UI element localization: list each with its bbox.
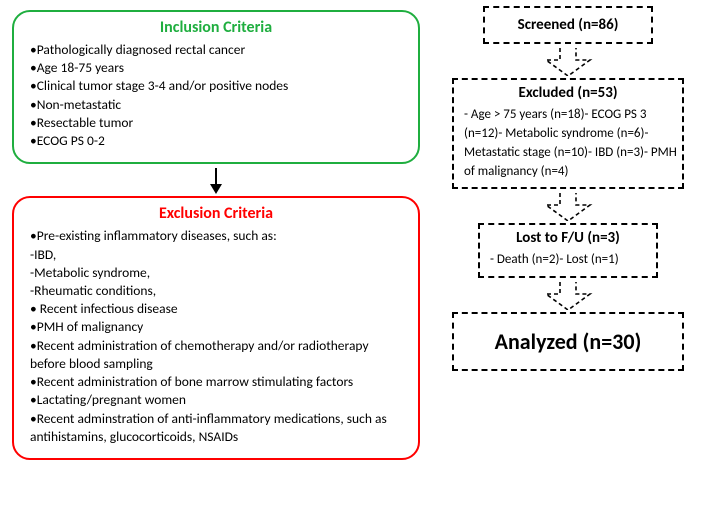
lost-title: Lost to F/U (n=3) — [480, 225, 656, 247]
excluded-title: Excluded (n=53) — [454, 80, 682, 102]
list-item: • Recent infectious disease — [30, 300, 404, 318]
list-item: - Lost (n=1) — [559, 252, 618, 267]
list-item: •Resectable tumor — [30, 114, 404, 132]
inclusion-list: •Pathologically diagnosed rectal cancer•… — [28, 41, 404, 150]
flowchart-column: Screened (n=86) Excluded (n=53) - Age > … — [440, 6, 696, 371]
list-item: •Recent adminstration of anti-inflammato… — [30, 410, 404, 446]
open-arrow-icon — [538, 191, 598, 221]
list-item: •PMH of malignancy — [30, 318, 404, 336]
list-item: -Metabolic syndrome, — [30, 264, 404, 282]
list-item: -IBD, — [30, 246, 404, 264]
inclusion-criteria-box: Inclusion Criteria •Pathologically diagn… — [12, 10, 420, 164]
list-item: - Metabolic syndrome (n=6) — [498, 126, 644, 141]
inclusion-title: Inclusion Criteria — [28, 18, 404, 37]
excluded-box: Excluded (n=53) - Age > 75 years (n=18)-… — [452, 78, 684, 189]
lost-box: Lost to F/U (n=3) - Death (n=2)- Lost (n… — [478, 223, 658, 278]
open-arrow-icon — [538, 46, 598, 76]
analyzed-box: Analyzed (n=30) — [452, 312, 684, 371]
screened-box: Screened (n=86) — [483, 6, 653, 44]
list-item: - Age > 75 years (n=18) — [464, 107, 585, 122]
list-item: •Recent administration of bone marrow st… — [30, 373, 404, 391]
open-arrow-icon — [538, 280, 598, 310]
list-item: •Pre-existing inflammatory diseases, suc… — [30, 227, 404, 245]
list-item: •Recent administration of chemotherapy a… — [30, 337, 404, 373]
list-item: •Age 18-75 years — [30, 59, 404, 77]
list-item: - IBD (n=3) — [588, 145, 644, 160]
list-item: -Rheumatic conditions, — [30, 282, 404, 300]
list-item: •ECOG PS 0-2 — [30, 132, 404, 150]
list-item: •Pathologically diagnosed rectal cancer — [30, 41, 404, 59]
down-arrow-icon — [201, 166, 231, 194]
list-item: •Non-metastatic — [30, 96, 404, 114]
lost-list: - Death (n=2)- Lost (n=1) — [480, 247, 656, 276]
exclusion-title: Exclusion Criteria — [28, 204, 404, 223]
list-item: •Clinical tumor stage 3-4 and/or positiv… — [30, 77, 404, 95]
list-item: •Lactating/pregnant women — [30, 391, 404, 409]
screened-label: Screened (n=86) — [518, 16, 619, 34]
criteria-column: Inclusion Criteria •Pathologically diagn… — [12, 10, 420, 460]
analyzed-label: Analyzed (n=30) — [454, 314, 682, 369]
list-item: - Death (n=2) — [490, 252, 559, 267]
exclusion-criteria-box: Exclusion Criteria •Pre-existing inflamm… — [12, 196, 420, 460]
excluded-list: - Age > 75 years (n=18)- ECOG PS 3 (n=12… — [454, 102, 682, 187]
exclusion-list: •Pre-existing inflammatory diseases, suc… — [28, 227, 404, 446]
